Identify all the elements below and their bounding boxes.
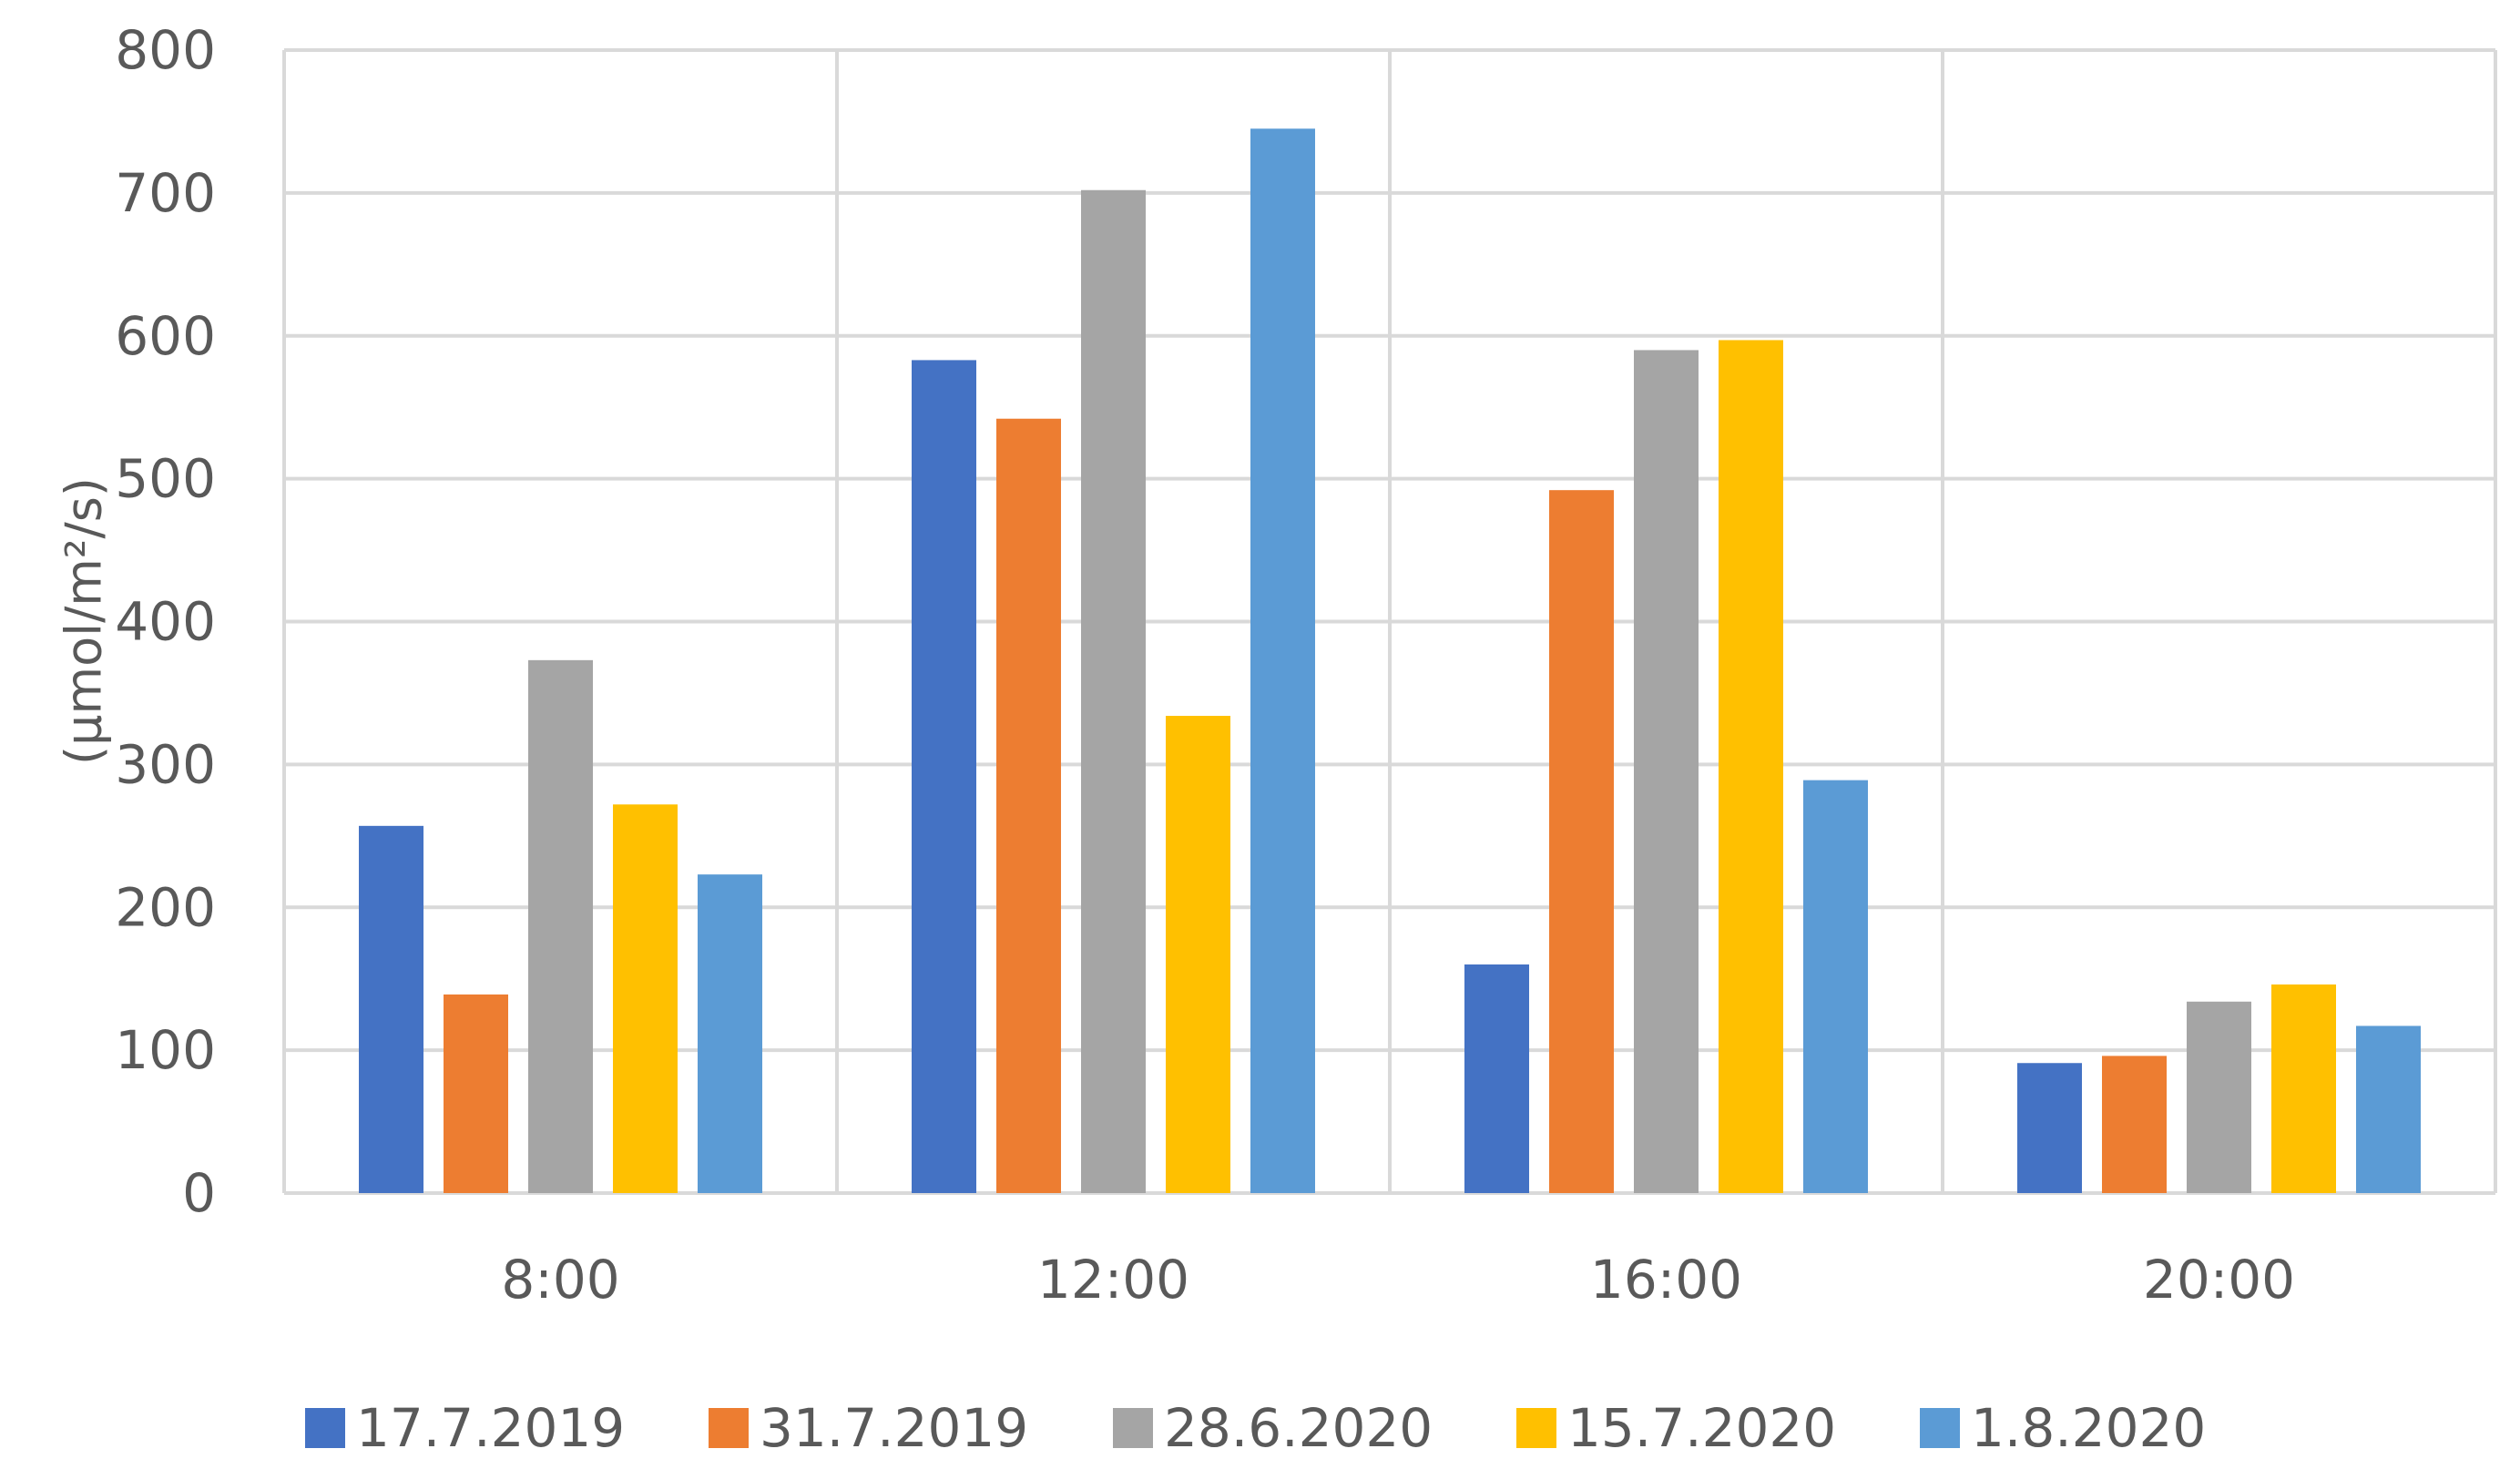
bar <box>2102 1056 2167 1193</box>
bar <box>1634 350 1699 1193</box>
legend-swatch <box>709 1408 749 1448</box>
legend-swatch <box>1113 1408 1153 1448</box>
chart-bars <box>359 128 2421 1193</box>
y-tick-label: 700 <box>115 162 216 224</box>
bar <box>2356 1025 2421 1193</box>
bar <box>359 825 423 1193</box>
y-tick-label: 0 <box>182 1162 216 1224</box>
bar <box>1081 189 1146 1193</box>
bar <box>528 659 593 1193</box>
y-tick-label: 300 <box>115 733 216 795</box>
legend-label: 31.7.2019 <box>760 1397 1028 1459</box>
x-tick-label: 20:00 <box>2143 1249 2295 1311</box>
bar <box>2187 1001 2251 1193</box>
y-tick-label: 600 <box>115 305 216 367</box>
bar <box>1166 716 1230 1193</box>
legend-label: 1.8.2020 <box>1971 1397 2206 1459</box>
bar <box>1549 490 1614 1193</box>
bar <box>996 418 1061 1193</box>
bar <box>698 874 762 1193</box>
bar <box>1250 128 1315 1193</box>
legend-swatch <box>1920 1408 1960 1448</box>
legend-swatch <box>1516 1408 1556 1448</box>
legend-swatch <box>305 1408 345 1448</box>
x-tick-label: 12:00 <box>1037 1249 1189 1311</box>
bar <box>613 804 678 1193</box>
y-axis-label: (µmol/m²/s) <box>56 477 113 765</box>
bar <box>1803 780 1868 1193</box>
y-tick-label: 100 <box>115 1019 216 1081</box>
bar <box>2271 984 2336 1193</box>
bar <box>1464 964 1529 1193</box>
bar <box>1719 340 1783 1193</box>
legend-label: 28.6.2020 <box>1164 1397 1433 1459</box>
y-axis-ticks: 0 100 200 300 400 500 600 700 800 <box>115 19 216 1224</box>
x-tick-label: 8:00 <box>501 1249 619 1311</box>
bar <box>444 994 508 1193</box>
bar <box>912 360 976 1193</box>
y-tick-label: 200 <box>115 876 216 938</box>
y-tick-label: 500 <box>115 448 216 510</box>
legend-label: 17.7.2019 <box>356 1397 625 1459</box>
y-tick-label: 400 <box>115 591 216 653</box>
chart-legend: 17.7.2019 31.7.2019 28.6.2020 15.7.2020 1.8.… <box>305 1397 2206 1459</box>
x-axis-ticks: 8:00 12:00 16:00 20:00 <box>501 1249 2295 1311</box>
bar <box>2017 1063 2082 1193</box>
y-tick-label: 800 <box>115 19 216 81</box>
legend-label: 15.7.2020 <box>1567 1397 1836 1459</box>
x-tick-label: 16:00 <box>1590 1249 1742 1311</box>
